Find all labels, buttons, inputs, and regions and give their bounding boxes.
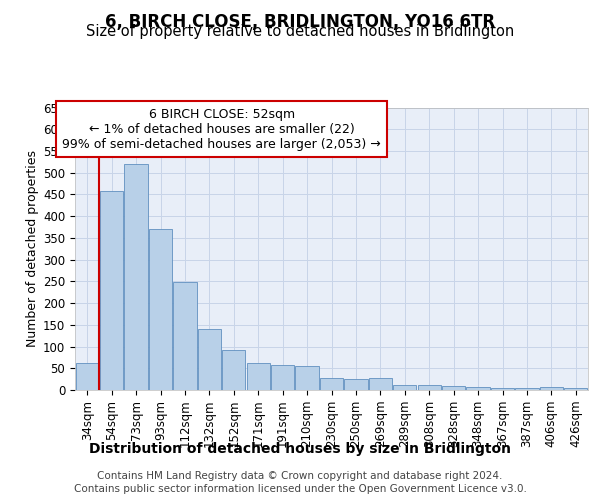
Bar <box>393 385 416 390</box>
Bar <box>442 386 465 390</box>
Bar <box>100 191 123 390</box>
Bar <box>222 350 245 390</box>
Bar <box>173 282 197 390</box>
Text: Distribution of detached houses by size in Bridlington: Distribution of detached houses by size … <box>89 442 511 456</box>
Text: Size of property relative to detached houses in Bridlington: Size of property relative to detached ho… <box>86 24 514 39</box>
Bar <box>515 388 539 390</box>
Bar <box>247 362 270 390</box>
Bar <box>418 385 441 390</box>
Bar <box>540 387 563 390</box>
Text: Contains public sector information licensed under the Open Government Licence v3: Contains public sector information licen… <box>74 484 526 494</box>
Bar <box>466 386 490 390</box>
Bar <box>369 378 392 390</box>
Y-axis label: Number of detached properties: Number of detached properties <box>26 150 39 348</box>
Bar <box>76 363 99 390</box>
Bar <box>198 329 221 390</box>
Text: 6, BIRCH CLOSE, BRIDLINGTON, YO16 6TR: 6, BIRCH CLOSE, BRIDLINGTON, YO16 6TR <box>105 12 495 30</box>
Text: 6 BIRCH CLOSE: 52sqm
← 1% of detached houses are smaller (22)
99% of semi-detach: 6 BIRCH CLOSE: 52sqm ← 1% of detached ho… <box>62 108 381 150</box>
Bar <box>271 365 294 390</box>
Bar <box>491 388 514 390</box>
Bar <box>124 164 148 390</box>
Bar <box>344 378 368 390</box>
Text: Contains HM Land Registry data © Crown copyright and database right 2024.: Contains HM Land Registry data © Crown c… <box>97 471 503 481</box>
Bar <box>320 378 343 390</box>
Bar <box>295 366 319 390</box>
Bar <box>149 229 172 390</box>
Bar <box>564 388 587 390</box>
